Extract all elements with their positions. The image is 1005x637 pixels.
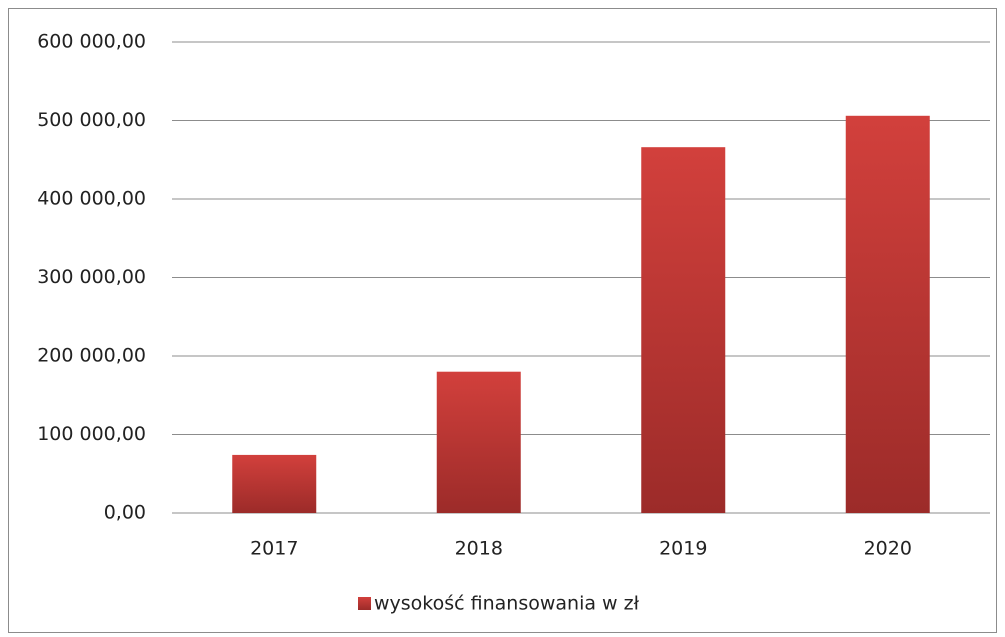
x-tick-label: 2018 <box>455 538 503 560</box>
legend-label: wysokość finansowania w zł <box>374 593 640 615</box>
chart-frame <box>8 8 997 633</box>
y-tick-label: 400 000,00 <box>37 188 146 210</box>
legend-swatch <box>358 597 371 610</box>
y-tick-label: 600 000,00 <box>37 31 146 53</box>
y-tick-label: 500 000,00 <box>37 109 146 131</box>
y-tick-label: 300 000,00 <box>37 266 146 288</box>
x-tick-label: 2019 <box>659 538 707 560</box>
bar <box>232 454 317 513</box>
x-tick-label: 2020 <box>864 538 912 560</box>
bar <box>641 147 726 513</box>
y-tick-label: 200 000,00 <box>37 345 146 367</box>
y-tick-label: 100 000,00 <box>37 423 146 445</box>
bar <box>436 371 521 513</box>
bar <box>845 115 930 513</box>
y-tick-label: 0,00 <box>104 502 146 524</box>
x-tick-label: 2017 <box>250 538 298 560</box>
